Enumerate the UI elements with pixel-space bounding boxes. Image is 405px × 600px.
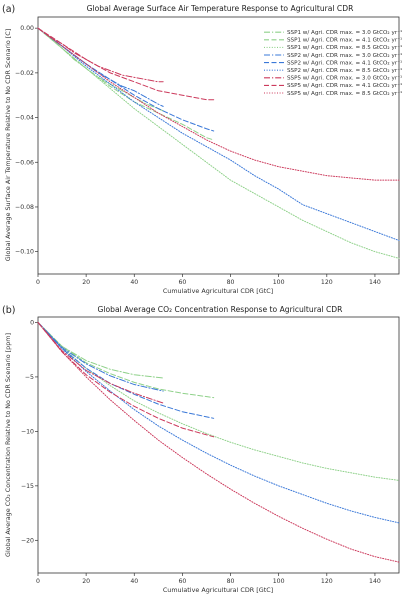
panel-b-chart: (b) Global Average CO₂ Concentration Res… bbox=[2, 305, 400, 594]
x-tick-label: 20 bbox=[82, 279, 90, 286]
y-tick-label: −0.02 bbox=[15, 70, 34, 77]
y-tick-label: 0.00 bbox=[20, 25, 34, 32]
legend-entry-7: SSP5 w/ Agri. CDR max. = 4.1 GtCO₂ yr⁻¹ bbox=[287, 82, 402, 89]
legend-entry-4: SSP2 w/ Agri. CDR max. = 4.1 GtCO₂ yr⁻¹ bbox=[287, 59, 402, 66]
panel-a-y-ticks: 0.00 −0.02 −0.04 −0.06 −0.08 −0.10 bbox=[15, 25, 38, 256]
x-tick-label: 120 bbox=[321, 279, 333, 286]
panel-b-y-ticks: 0 −5 −10 −15 −20 bbox=[21, 319, 38, 544]
panel-a-series-group bbox=[37, 27, 400, 259]
x-tick-label: 80 bbox=[227, 578, 235, 585]
series-line-7 bbox=[37, 321, 215, 438]
panel-b-series-group bbox=[37, 321, 400, 563]
x-tick-label: 0 bbox=[36, 578, 40, 585]
x-tick-label: 140 bbox=[369, 578, 381, 585]
panel-a-x-ticks: 0 20 40 60 80 100 120 140 bbox=[36, 274, 381, 286]
legend-entry-1: SSP1 w/ Agri. CDR max. = 4.1 GtCO₂ yr⁻¹ bbox=[287, 37, 402, 44]
x-tick-label: 60 bbox=[178, 578, 186, 585]
y-tick-label: −0.06 bbox=[15, 159, 34, 166]
panel-a-plot-frame bbox=[37, 16, 400, 275]
x-tick-label: 140 bbox=[369, 279, 381, 286]
series-line-3 bbox=[37, 27, 164, 107]
series-line-7 bbox=[37, 27, 215, 101]
y-tick-label: 0 bbox=[30, 319, 34, 326]
panel-b-label: (b) bbox=[2, 305, 15, 316]
series-line-1 bbox=[37, 321, 215, 399]
legend-entry-8: SSP5 w/ Agri. CDR max. = 8.5 GtCO₂ yr⁻¹ bbox=[287, 90, 402, 97]
panel-b-plot-frame bbox=[37, 316, 400, 574]
x-tick-label: 20 bbox=[82, 578, 90, 585]
x-tick-label: 60 bbox=[178, 279, 186, 286]
panel-b-xlabel: Cumulative Agricultural CDR [GtC] bbox=[163, 586, 273, 594]
series-line-6 bbox=[37, 321, 164, 404]
panel-a-legend: SSP1 w/ Agri. CDR max. = 3.0 GtCO₂ yr⁻¹S… bbox=[264, 29, 402, 97]
series-line-5 bbox=[37, 27, 400, 241]
legend-entry-3: SSP2 w/ Agri. CDR max. = 3.0 GtCO₂ yr⁻¹ bbox=[287, 52, 402, 59]
x-tick-label: 0 bbox=[36, 279, 40, 286]
legend-entry-5: SSP2 w/ Agri. CDR max. = 8.5 GtCO₂ yr⁻¹ bbox=[287, 67, 402, 74]
series-line-4 bbox=[37, 27, 215, 132]
legend-entry-2: SSP1 w/ Agri. CDR max. = 8.5 GtCO₂ yr⁻¹ bbox=[287, 44, 402, 51]
series-line-2 bbox=[37, 321, 400, 481]
y-tick-label: −10 bbox=[21, 428, 34, 435]
x-tick-label: 80 bbox=[227, 279, 235, 286]
x-tick-label: 100 bbox=[273, 279, 285, 286]
y-tick-label: −15 bbox=[21, 483, 34, 490]
y-tick-label: −0.08 bbox=[15, 204, 34, 211]
series-line-0 bbox=[37, 321, 164, 379]
panel-a-chart: (a) Global Average Surface Air Temperatu… bbox=[2, 4, 402, 295]
x-tick-label: 100 bbox=[273, 578, 285, 585]
y-tick-label: −20 bbox=[21, 537, 34, 544]
panel-b-x-ticks: 0 20 40 60 80 100 120 140 bbox=[36, 573, 381, 585]
legend-entry-0: SSP1 w/ Agri. CDR max. = 3.0 GtCO₂ yr⁻¹ bbox=[287, 29, 402, 36]
series-line-2 bbox=[37, 27, 400, 259]
legend-entry-6: SSP5 w/ Agri. CDR max. = 3.0 GtCO₂ yr⁻¹ bbox=[287, 75, 402, 82]
x-tick-label: 40 bbox=[130, 279, 138, 286]
y-tick-label: −5 bbox=[25, 374, 34, 381]
panel-a-xlabel: Cumulative Agricultural CDR [GtC] bbox=[163, 287, 273, 295]
series-line-5 bbox=[37, 321, 400, 524]
panel-b-title: Global Average CO₂ Concentration Respons… bbox=[98, 305, 344, 314]
series-line-3 bbox=[37, 321, 164, 392]
panel-a-title: Global Average Surface Air Temperature R… bbox=[87, 4, 354, 13]
x-tick-label: 40 bbox=[130, 578, 138, 585]
panel-b-ylabel: Global Average CO₂ Concentration Relativ… bbox=[4, 333, 12, 557]
series-line-8 bbox=[37, 321, 400, 563]
series-line-4 bbox=[37, 321, 215, 419]
panel-a-label: (a) bbox=[2, 4, 15, 15]
y-tick-label: −0.10 bbox=[15, 249, 34, 256]
x-tick-label: 120 bbox=[321, 578, 333, 585]
y-tick-label: −0.04 bbox=[15, 115, 34, 122]
series-line-8 bbox=[37, 27, 400, 181]
panel-a-ylabel: Global Average Surface Air Temperature R… bbox=[4, 29, 12, 261]
